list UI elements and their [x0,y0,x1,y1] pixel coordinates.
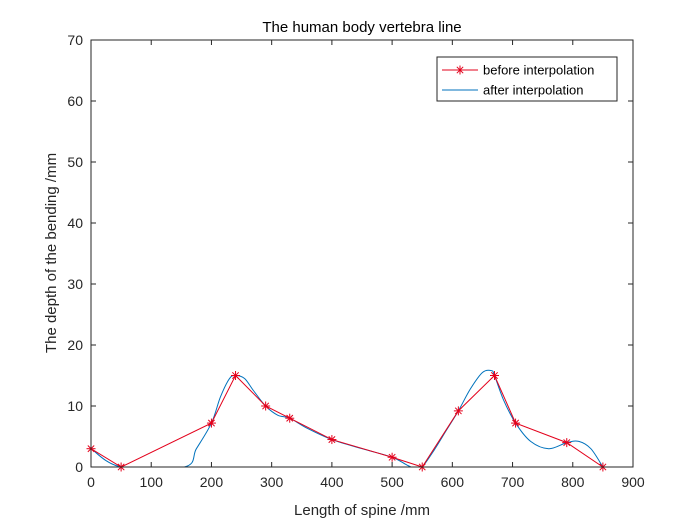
legend-label-before-interpolation: before interpolation [483,63,594,78]
series-line-after-interpolation [91,369,604,467]
y-tick-label: 30 [67,276,83,292]
data-point-before-interpolation [511,418,521,428]
x-tick-label: 0 [87,474,95,490]
data-point-before-interpolation [231,371,241,380]
y-tick-label: 50 [67,154,83,170]
data-point-before-interpolation [489,371,499,380]
y-tick-label: 10 [67,398,83,414]
y-tick-label: 40 [67,215,83,231]
y-tick-label: 60 [67,93,83,109]
plot-frame [90,39,634,468]
legend: before interpolation after interpolation [436,56,618,102]
x-tick-label: 900 [621,474,645,490]
data-point-before-interpolation [206,418,216,428]
y-tick-label: 70 [67,32,83,48]
legend-label-after-interpolation: after interpolation [483,83,583,98]
x-tick-label: 400 [320,474,344,490]
data-point-before-interpolation [453,406,463,416]
data-point-before-interpolation [285,413,295,423]
legend-marker-before-interpolation [455,65,465,75]
y-tick-label: 20 [67,337,83,353]
x-tick-label: 500 [380,474,404,490]
x-tick-label: 100 [140,474,164,490]
x-axis-label: Length of spine /mm [294,502,430,519]
x-tick-label: 300 [260,474,284,490]
legend-asterisk-icon [455,65,465,75]
series-line-before-interpolation [91,374,604,467]
chart-title: The human body vertebra line [262,19,461,36]
axis-layer: 0 100 200 300 400 500 600 700 800 900 0 10 20 30 40 50 6… [67,32,644,490]
series-clip-group [91,369,604,467]
data-point-before-interpolation [261,401,271,411]
x-tick-label: 200 [200,474,224,490]
x-tick-label: 800 [561,474,585,490]
x-tick-label: 700 [501,474,525,490]
legend-box [436,56,618,102]
y-axis-label: The depth of the bending /mm [43,153,60,353]
data-point-before-interpolation [562,438,572,448]
y-tick-label: 0 [75,459,83,475]
plot-area [91,40,633,467]
data-point-before-interpolation [387,452,397,462]
data-point-before-interpolation [327,435,337,445]
x-tick-label: 600 [441,474,465,490]
